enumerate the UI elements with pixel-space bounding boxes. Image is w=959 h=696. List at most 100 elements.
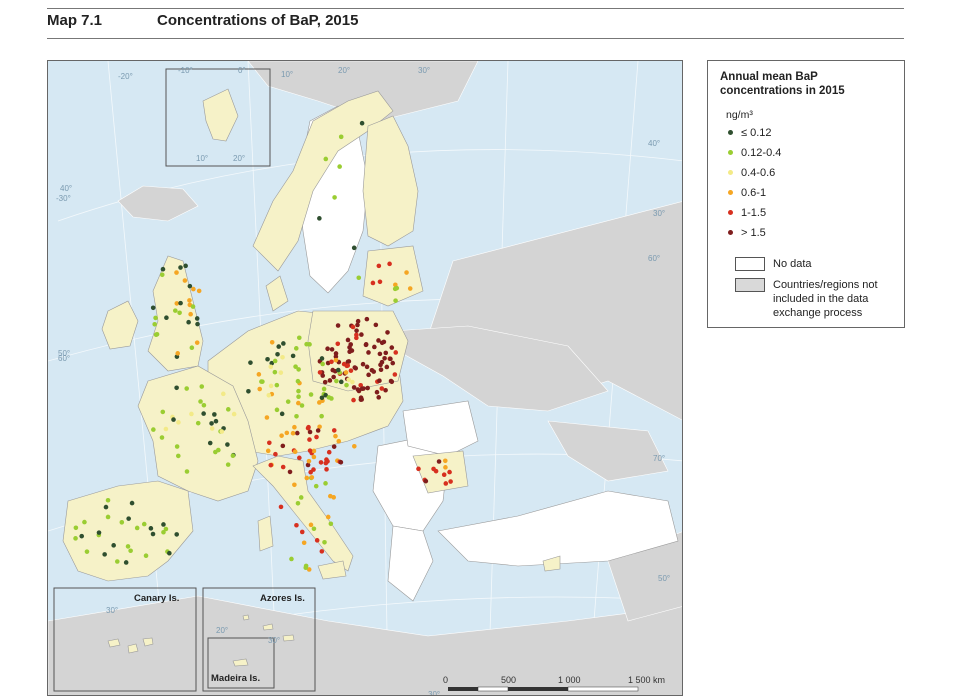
legend-class-label: > 1.5 xyxy=(741,227,766,239)
madeira-island xyxy=(232,658,249,667)
station-marker xyxy=(345,363,351,368)
station-marker xyxy=(323,460,329,466)
station-marker xyxy=(175,453,181,459)
legend-class-3: 0.4-0.6 xyxy=(726,165,775,181)
station-marker xyxy=(151,427,156,432)
station-marker xyxy=(175,351,181,356)
monitoring-stations xyxy=(73,120,453,572)
station-marker xyxy=(385,330,390,335)
station-marker xyxy=(194,316,200,321)
station-marker xyxy=(294,522,299,528)
station-marker xyxy=(161,529,166,535)
cyprus xyxy=(542,555,561,572)
station-marker xyxy=(389,379,395,385)
scale-bar-label: 0 xyxy=(443,675,448,685)
legend-class-label: 0.4-0.6 xyxy=(741,167,776,179)
station-marker xyxy=(392,372,398,377)
station-marker xyxy=(290,430,296,436)
station-marker xyxy=(333,433,338,439)
station-marker xyxy=(345,337,351,343)
station-marker xyxy=(359,332,364,337)
station-marker xyxy=(323,156,329,162)
station-marker xyxy=(295,500,301,506)
map[interactable]: -30° -20° -10° 0° 10° 20° 30° 40° 50° 60° 70° 60° 50… xyxy=(47,60,683,696)
station-marker xyxy=(308,522,314,528)
station-marker xyxy=(329,359,334,365)
station-marker xyxy=(311,454,317,460)
station-marker xyxy=(351,397,356,403)
station-marker xyxy=(304,475,310,481)
station-marker xyxy=(318,460,324,465)
legend-unit: ng/m³ xyxy=(726,109,753,121)
station-marker xyxy=(306,424,311,430)
station-marker xyxy=(319,549,325,554)
iceland xyxy=(117,185,199,222)
station-marker xyxy=(371,369,377,374)
station-marker xyxy=(322,540,327,545)
station-marker xyxy=(187,298,192,303)
italy xyxy=(252,455,354,572)
station-marker xyxy=(225,462,231,467)
station-marker xyxy=(347,349,352,355)
map-number: Map 7.1 xyxy=(47,12,103,29)
station-marker xyxy=(363,342,369,347)
station-marker xyxy=(152,321,157,327)
station-marker xyxy=(279,411,285,417)
station-marker xyxy=(201,411,206,416)
station-marker xyxy=(274,407,280,413)
greece xyxy=(387,525,434,602)
excluded-label: Countries/regions not included in the da… xyxy=(773,279,878,319)
station-marker xyxy=(273,451,278,457)
station-marker xyxy=(337,164,342,169)
station-marker xyxy=(225,407,231,412)
header-rule-bottom xyxy=(47,38,904,39)
station-marker xyxy=(319,395,325,401)
graticule-label: -10° xyxy=(178,66,193,75)
station-marker xyxy=(331,444,337,449)
station-marker xyxy=(178,300,183,306)
station-marker xyxy=(246,388,251,394)
azores-islands xyxy=(242,614,295,642)
station-marker xyxy=(184,386,189,391)
station-marker xyxy=(338,379,344,385)
station-marker xyxy=(443,465,448,470)
station-marker xyxy=(159,272,165,278)
station-marker xyxy=(190,304,196,309)
station-marker xyxy=(161,522,166,527)
legend: Annual mean BaP concentrations in 2015 n… xyxy=(707,60,905,328)
station-marker xyxy=(178,265,183,270)
station-marker xyxy=(174,532,180,537)
station-marker xyxy=(378,367,384,373)
station-marker xyxy=(269,339,275,345)
graticule-label: 20° xyxy=(338,66,350,75)
station-marker xyxy=(184,469,190,474)
station-marker xyxy=(317,424,322,430)
station-marker xyxy=(212,412,217,417)
station-marker xyxy=(329,347,335,352)
inset-frames xyxy=(53,68,316,692)
station-marker xyxy=(351,245,357,251)
canary-islands xyxy=(107,637,154,654)
station-marker xyxy=(355,318,361,324)
no-data-label: No data xyxy=(773,258,812,270)
station-marker xyxy=(294,413,299,419)
canary-inset xyxy=(53,587,197,692)
station-marker xyxy=(275,351,280,357)
legend-title: Annual mean BaP concentrations in 2015 xyxy=(720,71,845,97)
station-marker xyxy=(303,565,309,571)
scale-bar-label: 1 000 xyxy=(558,675,581,685)
station-marker xyxy=(306,567,312,572)
station-marker xyxy=(174,301,180,306)
station-marker xyxy=(163,526,169,532)
station-marker xyxy=(370,280,376,286)
scale-bar xyxy=(448,686,639,692)
station-marker xyxy=(325,346,330,352)
station-marker xyxy=(220,391,226,397)
station-marker xyxy=(225,442,230,447)
station-marker xyxy=(390,360,396,366)
station-marker xyxy=(359,397,365,402)
station-marker xyxy=(278,370,284,375)
station-marker xyxy=(332,195,337,200)
station-marker xyxy=(372,344,377,350)
station-marker xyxy=(360,361,366,367)
